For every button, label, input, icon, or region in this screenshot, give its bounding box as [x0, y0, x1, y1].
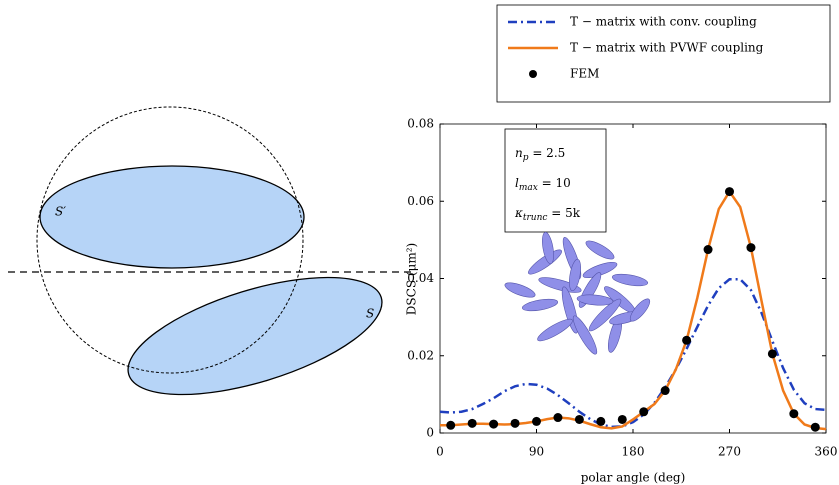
- annotation-subscript: max: [519, 183, 538, 193]
- particle: [611, 273, 649, 287]
- data-point: [810, 422, 820, 432]
- annotation-value: = 5k: [547, 206, 580, 220]
- data-point: [703, 245, 713, 255]
- legend-label: FEM: [570, 67, 599, 81]
- particle: [585, 240, 615, 260]
- annotation-symbol: n: [515, 146, 523, 160]
- data-point: [725, 187, 734, 197]
- x-tick-label: 360: [815, 445, 838, 459]
- particle: [588, 298, 622, 332]
- data-point: [682, 335, 692, 345]
- diagram: S′ S: [8, 106, 412, 396]
- annotation: np = 2.5: [515, 146, 565, 163]
- data-point: [510, 418, 520, 428]
- data-point: [467, 418, 477, 428]
- particle: [537, 318, 573, 342]
- annotation-box: [504, 128, 607, 233]
- data-point: [789, 409, 799, 419]
- particle: [629, 298, 651, 322]
- particle-cluster-illustration: [504, 231, 651, 355]
- data-point: [617, 414, 627, 424]
- particle: [504, 282, 536, 298]
- annotation-subscript: p: [523, 153, 529, 163]
- particle: [576, 294, 614, 306]
- data-line: [440, 189, 827, 431]
- legend-marker: [529, 70, 537, 78]
- particle: [569, 258, 581, 292]
- annotation: lmax = 10: [515, 176, 571, 193]
- y-tick-label: 0: [426, 426, 434, 440]
- data-point: [532, 416, 541, 426]
- data-point: [489, 419, 499, 429]
- annotation-symbol: l: [515, 176, 519, 190]
- label-s-prime: S′: [55, 205, 66, 219]
- x-tick-label: 90: [529, 445, 544, 459]
- annotation-value: = 2.5: [529, 146, 566, 160]
- data-point: [446, 420, 456, 430]
- legend-label: T − matrix with PVWF coupling: [570, 41, 764, 55]
- particle: [521, 298, 559, 312]
- y-tick-label: 0.02: [407, 348, 434, 362]
- circumscribing-sphere: [36, 106, 304, 374]
- legend-label: T − matrix with conv. coupling: [570, 15, 757, 29]
- y-tick-label: 0.08: [407, 117, 434, 131]
- label-s: S: [366, 307, 374, 321]
- x-axis-label: polar angle (deg): [581, 471, 686, 485]
- annotation: κtrunc = 5k: [514, 206, 581, 223]
- annotation-subscript: trunc: [523, 213, 548, 223]
- data-point: [596, 416, 606, 426]
- data-point: [574, 414, 584, 424]
- particle: [542, 231, 554, 265]
- y-tick-label: 0.04: [407, 271, 434, 285]
- data-point: [553, 413, 563, 423]
- particle: [572, 315, 598, 355]
- particle: [582, 261, 618, 279]
- scatterer-s: [127, 276, 383, 396]
- x-tick-label: 180: [622, 445, 645, 459]
- data-point: [639, 407, 649, 417]
- x-tick-label: 0: [436, 445, 444, 459]
- x-tick-label: 270: [718, 445, 741, 459]
- scatterer-s-prime: [39, 165, 305, 269]
- annotation-value: = 10: [538, 176, 571, 190]
- data-point: [767, 349, 777, 359]
- data-point: [660, 386, 670, 396]
- data-point: [746, 243, 756, 253]
- y-axis-label: DSCS (μm²): [405, 243, 419, 315]
- annotation-symbol: κ: [514, 206, 523, 220]
- data-line: [439, 278, 827, 429]
- y-tick-label: 0.06: [407, 194, 434, 208]
